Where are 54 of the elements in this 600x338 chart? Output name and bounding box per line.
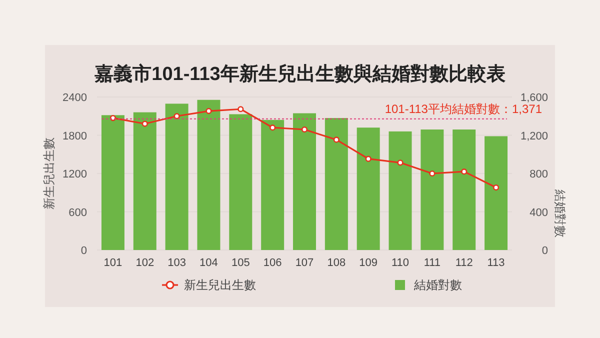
x-tick-label: 101	[104, 257, 122, 269]
y2-tick-label: 400	[530, 206, 548, 219]
x-tick-label: 113	[487, 257, 505, 269]
y2-tick-label: 1,600	[520, 92, 548, 104]
bar	[165, 104, 188, 250]
y2-tick-label: 1,200	[520, 130, 548, 142]
point	[492, 184, 500, 191]
y-tick-label: 0	[80, 245, 87, 257]
y-tick-label: 2400	[62, 92, 87, 104]
x-tick-label: 103	[168, 257, 186, 269]
point	[238, 106, 244, 112]
bar	[229, 114, 252, 250]
point	[365, 156, 372, 162]
ref-line-label: 101-113平均結婚對數：1,371	[384, 102, 542, 116]
y2-tick-label: 800	[530, 168, 548, 180]
y-axis-title: 新生兒出生數	[42, 138, 56, 210]
x-tick-label: 102	[136, 257, 154, 269]
point	[301, 126, 308, 133]
y-tick-label: 1200	[62, 168, 87, 180]
y2-axis-title: 結婚對數	[553, 188, 567, 238]
bar	[133, 112, 156, 250]
x-tick-label: 110	[391, 257, 410, 269]
x-tick-label: 107	[295, 257, 314, 269]
y2-tick-label: 0	[542, 245, 548, 257]
bar	[324, 118, 348, 250]
bar	[484, 136, 508, 250]
point	[206, 108, 212, 114]
point	[397, 160, 404, 166]
chart-title: 嘉義市101-113年新生兒出生數與結婚對數比較表	[94, 63, 506, 85]
y-tick-label: 600	[68, 206, 87, 219]
point	[461, 168, 468, 175]
legend-label: 新生兒出生數	[184, 278, 256, 292]
point	[270, 124, 276, 131]
x-tick-label: 106	[263, 257, 282, 269]
x-tick-label: 105	[231, 257, 250, 269]
x-tick-label: 108	[327, 257, 346, 269]
point	[333, 136, 340, 143]
x-tick-label: 109	[359, 257, 378, 269]
point	[429, 170, 436, 177]
bar	[197, 100, 220, 250]
x-tick-label: 111	[424, 257, 441, 269]
point	[142, 120, 148, 127]
bar	[420, 130, 444, 250]
bar	[388, 131, 412, 250]
bar	[356, 128, 380, 250]
bar	[101, 115, 124, 250]
bar	[452, 130, 476, 250]
bar	[261, 120, 284, 250]
point	[174, 113, 180, 120]
x-tick-label: 112	[455, 257, 473, 269]
legend-label: 結婚對數	[413, 278, 462, 292]
y-tick-label: 1800	[62, 130, 87, 142]
bar	[293, 113, 316, 250]
x-tick-label: 104	[200, 257, 218, 269]
